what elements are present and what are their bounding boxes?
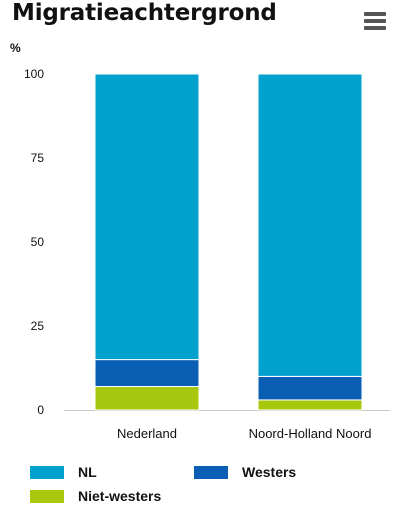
bar-segment-nl[interactable] [257, 73, 363, 377]
legend-item-niet-westers[interactable]: Niet-westers [30, 488, 161, 504]
y-axis-ticks: 0 25 50 75 100 [24, 67, 44, 417]
x-axis-categories: Nederland Noord-Holland Noord [117, 426, 371, 441]
bar-segment-westers[interactable] [94, 359, 200, 387]
y-tick-label: 100 [24, 67, 44, 81]
bar-segment-nl[interactable] [94, 73, 200, 361]
legend-label-nl: NL [78, 464, 97, 480]
y-tick-label: 75 [31, 151, 45, 165]
y-tick-label: 0 [37, 403, 44, 417]
legend-label-westers: Westers [242, 464, 297, 480]
x-category-label: Noord-Holland Noord [249, 426, 372, 441]
menu-line [364, 19, 386, 23]
bar-segment-niet-westers[interactable] [257, 399, 363, 411]
legend-swatch-nl [30, 465, 64, 479]
bar-segment-westers[interactable] [257, 375, 363, 401]
bars [94, 73, 363, 411]
menu-line [364, 12, 386, 16]
bar-segment-niet-westers[interactable] [94, 385, 200, 411]
chart-title: Migratieachtergrond [12, 0, 277, 26]
y-tick-label: 50 [31, 235, 45, 249]
legend-label-niet-westers: Niet-westers [78, 488, 162, 504]
x-category-label: Nederland [117, 426, 177, 441]
legend-item-nl[interactable]: NL [30, 464, 97, 480]
legend-item-westers[interactable]: Westers [194, 464, 296, 480]
menu-line [364, 26, 386, 30]
legend-swatch-westers [194, 465, 228, 479]
y-tick-label: 25 [31, 319, 45, 333]
legend-swatch-niet-westers [30, 489, 64, 503]
hamburger-menu-icon[interactable] [364, 12, 386, 30]
y-axis-unit: % [10, 41, 21, 55]
